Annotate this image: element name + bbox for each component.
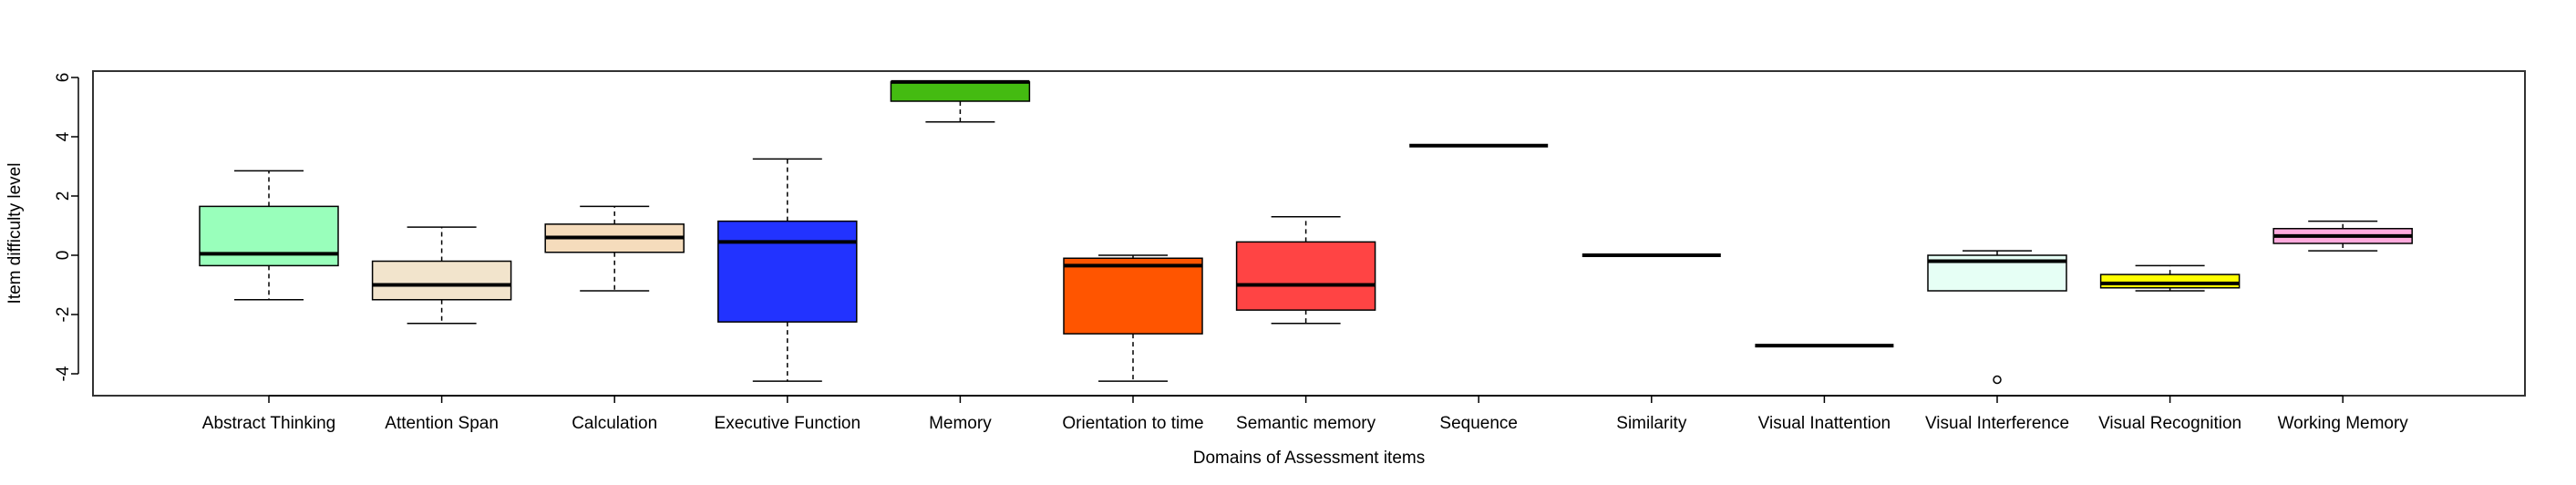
box-semantic-memory [1235, 216, 1376, 325]
x-axis: Abstract Thinking Attention Span Calculati… [202, 395, 2409, 433]
x-tick-label: Calculation [572, 414, 657, 433]
box-calculation [544, 205, 685, 292]
x-tick-label: Semantic memory [1236, 414, 1376, 433]
box-abstract-thinking [199, 170, 339, 301]
x-tick-label: Memory [929, 414, 992, 433]
outlier-point [1993, 375, 2002, 385]
plot-frame [92, 70, 2526, 397]
y-tick-label: 2 [54, 191, 73, 201]
iqr-box [890, 81, 1031, 102]
box-executive-function [717, 158, 858, 382]
y-tick-label: -2 [54, 307, 73, 323]
y-tick-label: 4 [54, 131, 73, 141]
box-memory [890, 79, 1031, 123]
iqr-box [1063, 257, 1203, 335]
box-orientation-to-time [1063, 254, 1203, 382]
x-tick-label: Sequence [1439, 414, 1518, 433]
x-tick-label: Attention Span [385, 414, 499, 433]
x-tick-label: Visual Inattention [1758, 414, 1891, 433]
y-tick-label: 0 [54, 251, 73, 261]
y-axis: -4 -2 0 2 4 6 [54, 73, 79, 381]
iqr-box [199, 205, 339, 267]
box-group [199, 79, 2413, 385]
y-tick-label: -4 [54, 366, 73, 381]
x-tick-label: Abstract Thinking [202, 414, 335, 433]
x-tick-label: Orientation to time [1062, 414, 1203, 433]
iqr-box [371, 260, 512, 301]
x-axis-title: Domains of Assessment items [1193, 449, 1425, 468]
y-axis-title: Item difficulty level [5, 163, 25, 304]
x-tick-label: Visual Recognition [2098, 414, 2241, 433]
iqr-box [1235, 241, 1376, 311]
iqr-box [2099, 273, 2241, 289]
box-visual-recognition [2099, 264, 2241, 292]
box-visual-interference [1927, 250, 2067, 385]
iqr-box [717, 220, 858, 323]
box-working-memory [2272, 220, 2413, 252]
x-tick-label: Visual Interference [1925, 414, 2069, 433]
y-tick-label: 6 [54, 73, 73, 83]
box-attention-span [371, 226, 512, 325]
x-tick-label: Executive Function [715, 414, 861, 433]
x-tick-label: Working Memory [2278, 414, 2409, 433]
x-tick-label: Similarity [1616, 414, 1687, 433]
